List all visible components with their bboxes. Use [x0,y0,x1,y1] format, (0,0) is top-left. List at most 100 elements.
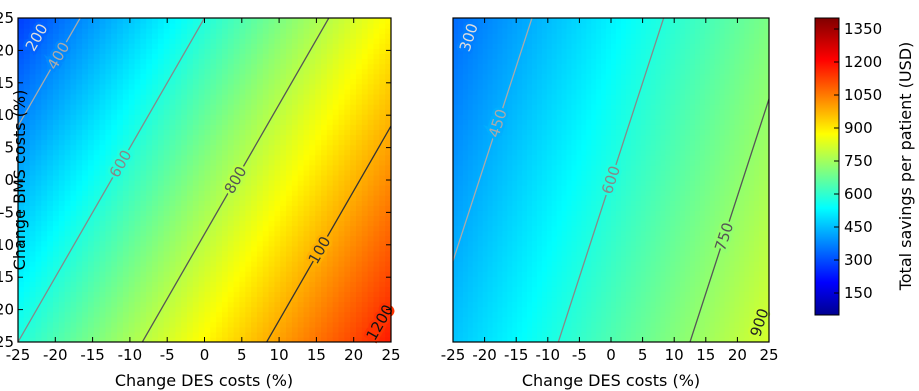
heatmap-cell [93,336,101,342]
heatmap-cell [268,245,276,252]
heatmap-cell [157,225,165,232]
heatmap-cell [356,215,363,222]
heatmap-cell [268,134,276,141]
heatmap-cell [286,190,293,196]
heatmap-cell [326,245,334,252]
heatmap-cell [482,271,489,277]
heatmap-cell [140,129,147,136]
heatmap-cell [462,53,469,60]
heatmap-cell [379,190,386,196]
heatmap-cell [82,124,89,130]
heatmap-cell [23,286,31,292]
heatmap-cell [379,23,386,29]
heatmap-cell [210,205,217,211]
heatmap-cell [204,286,211,292]
heatmap-cell [192,53,200,60]
heatmap-cell [93,53,101,60]
heatmap-cell [332,53,340,60]
heatmap-cell [134,195,141,201]
heatmap-cell [477,68,484,75]
heatmap-cell [140,174,147,181]
heatmap-cell [187,18,194,24]
heatmap-cell [187,261,194,267]
heatmap-cell [309,144,316,151]
heatmap-cell [338,276,345,282]
heatmap-cell [297,124,305,130]
heatmap-cell [492,281,499,287]
heatmap-cell [326,230,334,237]
heatmap-cell [251,83,258,90]
heatmap-cell [462,129,469,136]
heatmap-cell [356,119,363,125]
heatmap-cell [256,53,264,60]
heatmap-cell [47,250,54,257]
heatmap-cell [192,18,200,24]
heatmap-cell [239,134,246,141]
heatmap-cell [462,63,469,70]
heatmap-cell [297,73,305,80]
heatmap-cell [216,174,223,181]
heatmap-cell [315,250,322,257]
heatmap-cell [472,185,479,191]
heatmap-cell [268,43,276,49]
heatmap-cell [492,240,499,247]
heatmap-cell [462,124,469,130]
heatmap-cell [497,43,503,49]
heatmap-cell [93,250,101,257]
heatmap-cell [157,68,165,75]
heatmap-cell [321,93,328,100]
heatmap-cell [492,180,499,186]
heatmap-cell [64,99,72,105]
heatmap-cell [245,291,252,298]
heatmap-cell [82,301,89,308]
heatmap-cell [379,38,386,44]
heatmap-cell [163,48,171,55]
heatmap-cell [245,164,252,171]
heatmap-cell [216,134,223,141]
heatmap-cell [140,23,147,29]
heatmap-cell [140,93,147,100]
heatmap-cell [268,250,276,257]
heatmap-cell [216,159,223,166]
heatmap-cell [497,235,503,242]
heatmap-cell [245,68,252,75]
heatmap-cell [198,159,206,166]
heatmap-cell [274,225,281,232]
heatmap-cell [268,58,276,65]
heatmap-cell [344,245,351,252]
heatmap-cell [268,63,276,70]
heatmap-cell [52,180,60,186]
heatmap-cell [198,104,206,110]
heatmap-cell [379,104,386,110]
heatmap-cell [344,88,351,95]
heatmap-cell [245,200,252,206]
heatmap-cell [286,266,293,272]
heatmap-cell [512,215,518,222]
heatmap-cell [58,321,66,328]
heatmap-cell [487,266,494,272]
heatmap-cell [210,336,217,342]
heatmap-cell [361,28,369,34]
heatmap-cell [472,18,479,24]
heatmap-cell [76,190,83,196]
heatmap-cell [361,154,369,161]
heatmap-cell [477,210,484,217]
heatmap-cell [210,68,217,75]
heatmap-cell [332,316,340,323]
heatmap-cell [297,326,305,333]
heatmap-cell [477,240,484,247]
heatmap-cell [367,58,375,65]
heatmap-cell [321,220,328,227]
heatmap-cell [221,164,229,171]
heatmap-cell [99,210,107,217]
heatmap-cell [169,119,176,125]
heatmap-cell [87,88,95,95]
heatmap-cell [239,174,246,181]
heatmap-cell [41,220,48,227]
heatmap-cell [309,109,316,115]
heatmap-cell [274,185,281,191]
heatmap-cell [70,200,77,206]
heatmap-cell [492,276,499,282]
heatmap-cell [512,326,518,333]
heatmap-cell [512,245,518,252]
